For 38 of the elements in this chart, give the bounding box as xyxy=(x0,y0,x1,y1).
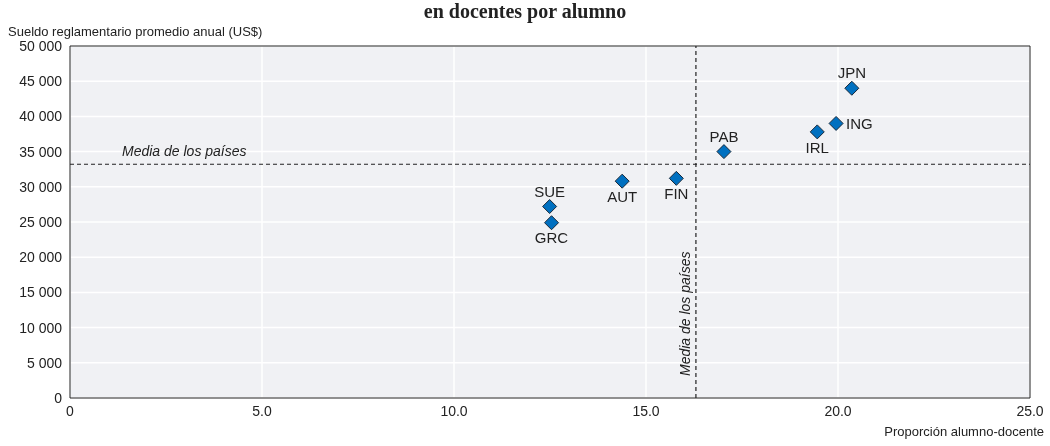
x-tick-label: 0 xyxy=(66,402,75,419)
annotation: SUE xyxy=(534,182,566,200)
point xyxy=(716,144,732,160)
y-axis-title: Sueldo reglamentario promedio anual (US$) xyxy=(8,24,263,39)
chart-title: en docentes por alumno xyxy=(422,0,628,23)
y-tick-label: 15 000 xyxy=(19,284,63,301)
y-tick-label: 40 000 xyxy=(19,108,63,125)
point xyxy=(809,124,825,140)
point xyxy=(668,170,684,186)
x-axis-title: Proporción alumno-docente xyxy=(884,424,1044,439)
y-tick-label: 50 000 xyxy=(19,37,63,54)
point xyxy=(614,173,630,189)
x-tick-label: 15.0 xyxy=(632,402,660,419)
point xyxy=(844,80,860,96)
annotation: GRC xyxy=(534,229,569,247)
x-tick-label: 20.0 xyxy=(824,402,852,419)
point xyxy=(828,115,844,131)
y-tick-label: 20 000 xyxy=(19,249,63,266)
x-tick-label: 10.0 xyxy=(440,402,468,419)
y-tick-label: 45 000 xyxy=(19,73,63,90)
annotation: FIN xyxy=(664,185,689,202)
annotation: AUT xyxy=(607,187,638,205)
y-tick-label: 35 000 xyxy=(19,143,63,160)
ref-line-label: Media de los países xyxy=(122,143,247,160)
annotation: IRL xyxy=(805,138,829,156)
x-tick-label: 5.0 xyxy=(252,402,272,419)
y-tick-label: 25 000 xyxy=(19,213,63,230)
annotation: JPN xyxy=(837,64,866,82)
y-tick-label: 30 000 xyxy=(19,178,63,195)
point xyxy=(544,215,560,231)
y-tick-label: 0 xyxy=(54,389,63,406)
y-tick-label: 5 000 xyxy=(26,354,63,371)
annotation: ING xyxy=(846,114,873,132)
y-tick-label: 10 000 xyxy=(19,319,63,336)
point xyxy=(542,199,558,215)
annotation: PAB xyxy=(709,127,739,145)
ref-line-label: Media de los países xyxy=(676,251,693,376)
x-tick-label: 25.0 xyxy=(1016,402,1044,419)
